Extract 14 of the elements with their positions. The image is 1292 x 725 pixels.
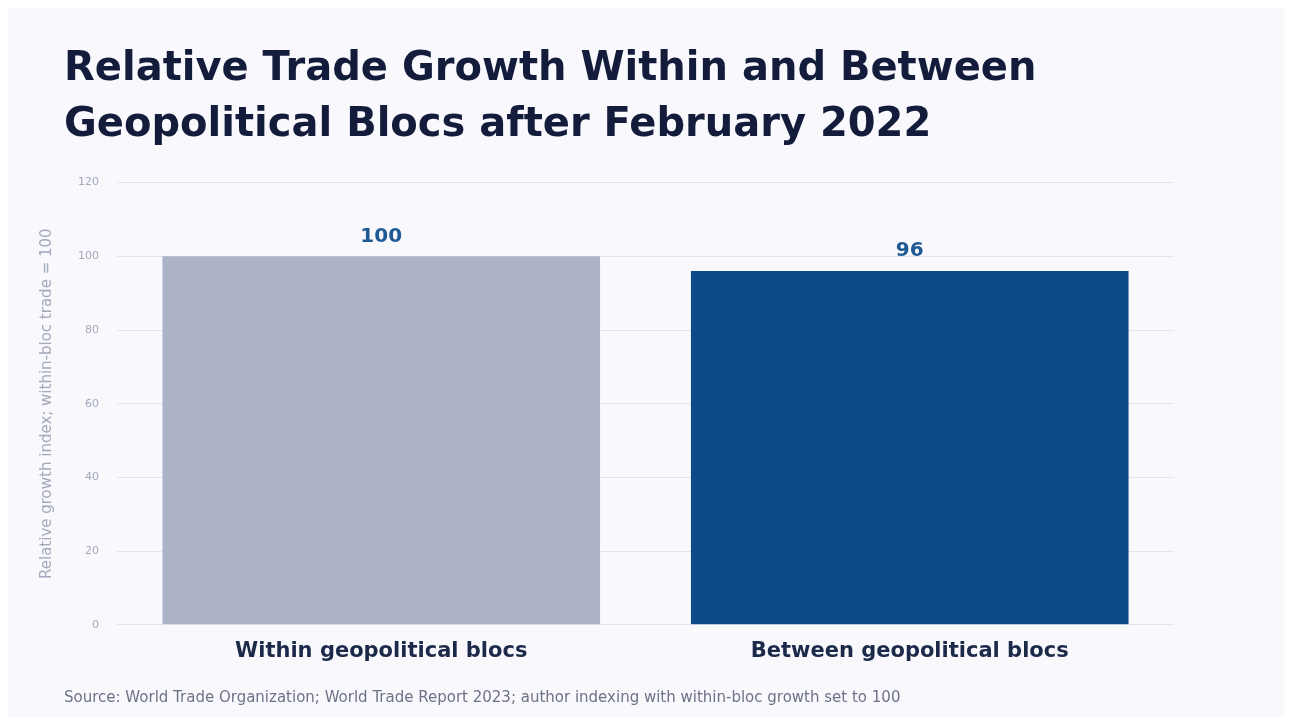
y-tick-label: 80 <box>85 322 99 336</box>
y-tick-label: 20 <box>85 543 99 557</box>
y-tick-label: 0 <box>92 617 99 631</box>
y-tick-label: 60 <box>85 396 99 410</box>
source-note: Source: World Trade Organization; World Trade Report 2023; author indexing with within-bloc growth set to 100 <box>64 688 902 706</box>
x-tick-label: Between geopolitical blocs <box>750 637 1069 662</box>
y-axis-title: Relative growth index; within-bloc trade = 100 <box>36 228 55 579</box>
data-label: 96 <box>895 237 924 262</box>
y-tick-label: 40 <box>85 470 99 484</box>
y-tick-label: 100 <box>78 249 99 263</box>
y-tick-label: 120 <box>78 175 99 189</box>
chart-title: Relative Trade Growth Within and Between Geopolitical Blocs after February 2022 <box>64 42 1038 147</box>
data-label: 100 <box>360 222 403 247</box>
x-tick-label: Within geopolitical blocs <box>235 637 528 662</box>
